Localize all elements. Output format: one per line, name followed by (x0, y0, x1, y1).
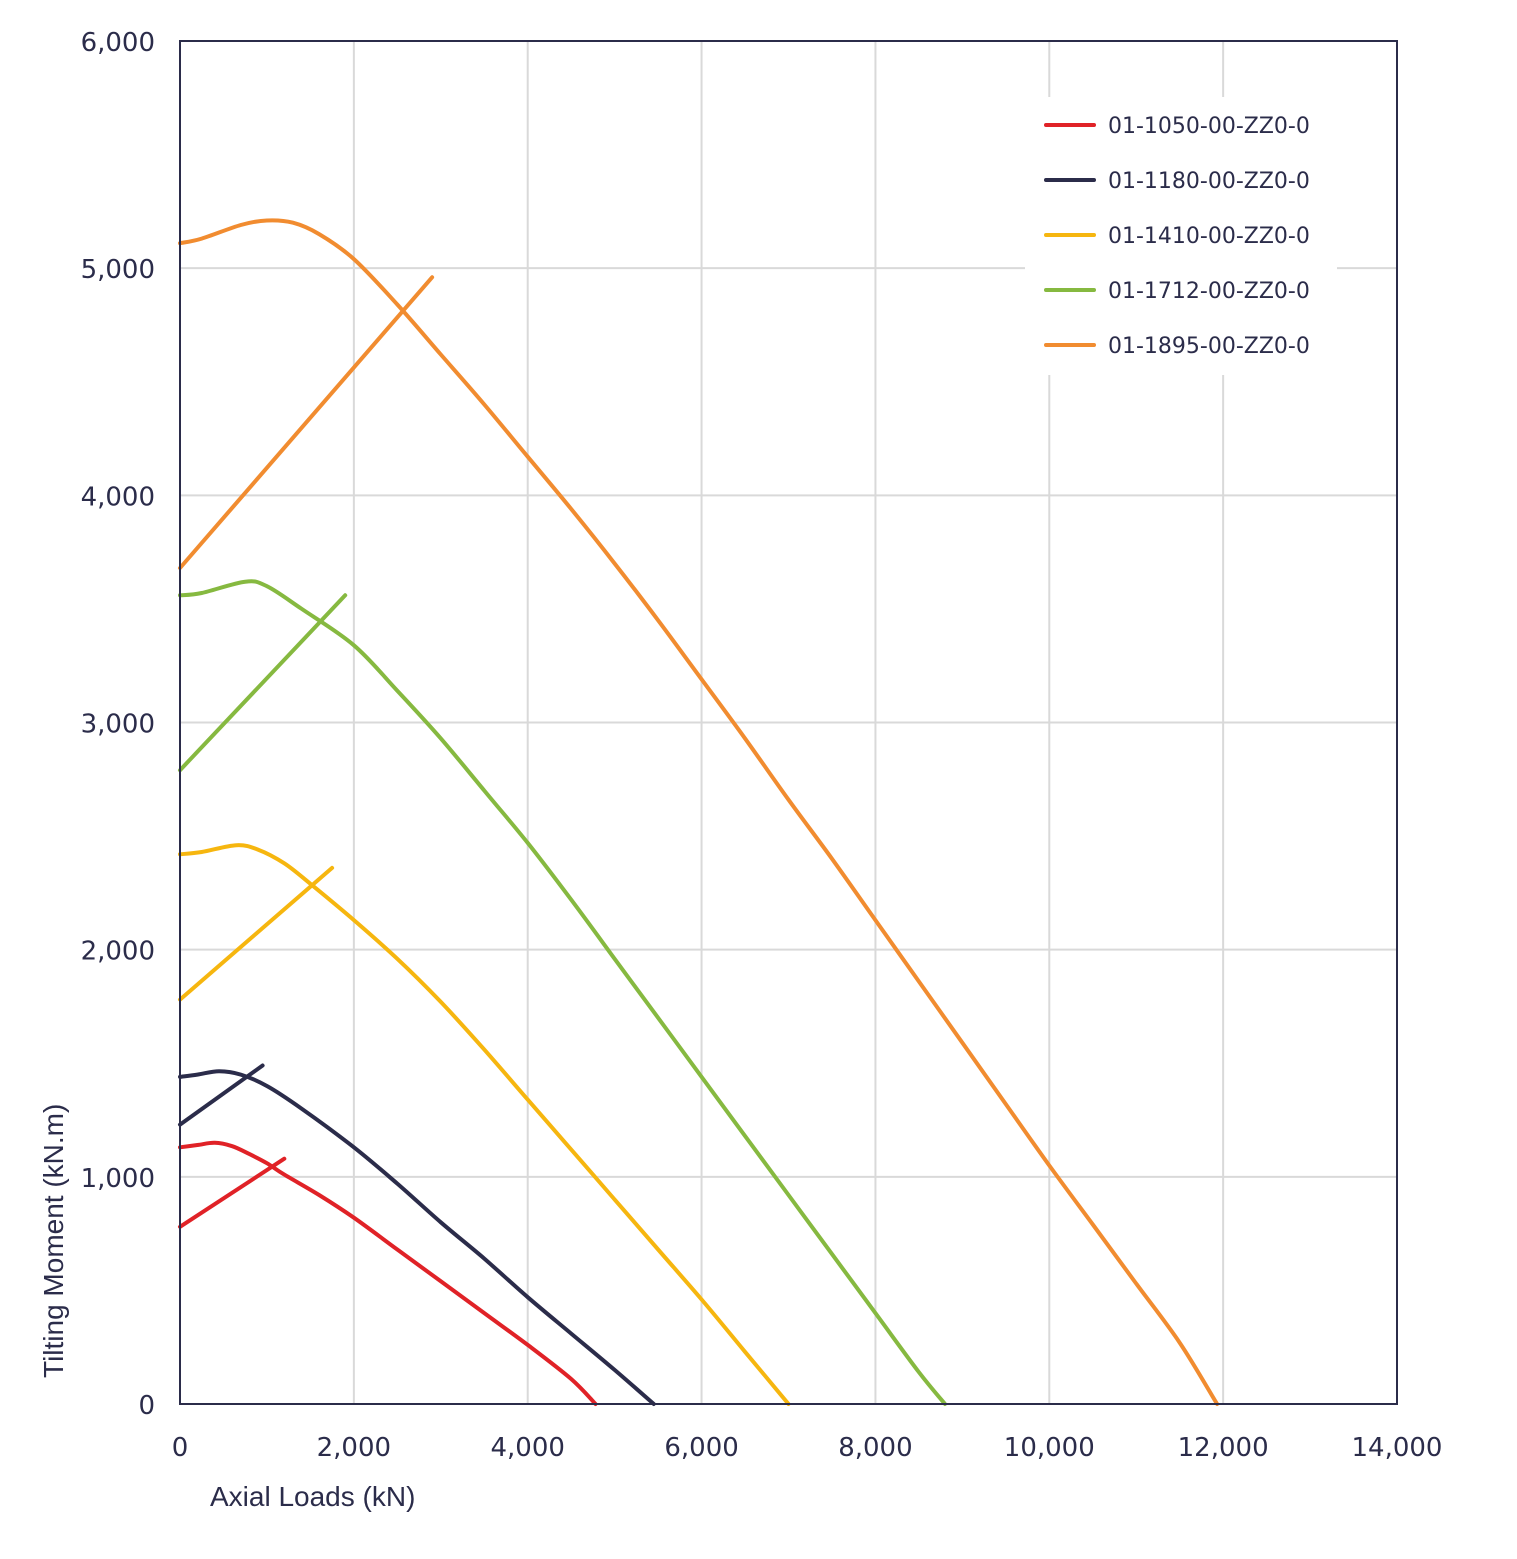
y-tick-label: 5,000 (81, 255, 155, 285)
legend-label: 01-1712-00-ZZ0-0 (1108, 279, 1310, 304)
series-line-straight (178, 593, 348, 773)
x-tick-label: 12,000 (1178, 1433, 1269, 1463)
x-tick-labels: 0 2,000 4,000 6,000 8,000 10,000 12,000 14,000 (172, 1433, 1443, 1463)
series-4 (178, 579, 947, 1406)
series-line-curve (178, 1069, 656, 1406)
legend: 01-1050-00-ZZ0-0 01-1180-00-ZZ0-0 01-1410-… (1025, 97, 1337, 375)
x-tick-label: 8,000 (838, 1433, 912, 1463)
x-tick-label: 2,000 (317, 1433, 391, 1463)
x-axis-title: Axial Loads (kN) (210, 1481, 415, 1512)
series-5 (178, 218, 1220, 1406)
series-line-curve (178, 1140, 598, 1406)
series-line-curve (178, 218, 1220, 1406)
series-line-straight (178, 275, 435, 570)
legend-label: 01-1180-00-ZZ0-0 (1108, 169, 1310, 194)
y-tick-label: 6,000 (81, 28, 155, 58)
legend-item: 01-1180-00-ZZ0-0 (1044, 169, 1310, 194)
x-tick-label: 0 (172, 1433, 189, 1463)
y-tick-label: 0 (138, 1391, 155, 1421)
series-2 (178, 1063, 656, 1406)
legend-item: 01-1895-00-ZZ0-0 (1044, 334, 1310, 359)
series-line-curve (178, 843, 791, 1406)
legend-label: 01-1050-00-ZZ0-0 (1108, 114, 1310, 139)
legend-item: 01-1410-00-ZZ0-0 (1044, 224, 1310, 249)
legend-item: 01-1712-00-ZZ0-0 (1044, 279, 1310, 304)
y-axis-title: Tilting Moment (kN.m) (38, 1104, 69, 1378)
plot-frame (179, 40, 1398, 1405)
series-line-curve (178, 579, 947, 1406)
y-tick-label: 2,000 (81, 937, 155, 967)
y-tick-label: 3,000 (81, 710, 155, 740)
y-tick-label: 1,000 (81, 1164, 155, 1194)
x-tick-label: 10,000 (1004, 1433, 1095, 1463)
series-line-straight (178, 1156, 287, 1229)
x-tick-label: 4,000 (490, 1433, 564, 1463)
y-tick-labels: 0 1,000 2,000 3,000 4,000 5,000 6,000 (81, 28, 155, 1421)
x-tick-label: 14,000 (1352, 1433, 1443, 1463)
series-1 (178, 1140, 598, 1406)
legend-label: 01-1895-00-ZZ0-0 (1108, 334, 1310, 359)
series-3 (178, 843, 791, 1406)
legend-item: 01-1050-00-ZZ0-0 (1044, 114, 1310, 139)
series-line-straight (178, 865, 335, 1002)
series-layer (178, 218, 1220, 1406)
y-tick-label: 4,000 (81, 482, 155, 512)
x-tick-label: 6,000 (664, 1433, 738, 1463)
legend-label: 01-1410-00-ZZ0-0 (1108, 224, 1310, 249)
